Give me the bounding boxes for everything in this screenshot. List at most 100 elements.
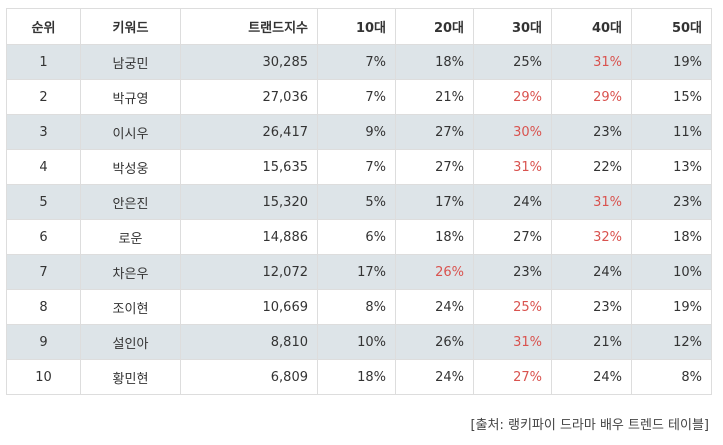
cell-age-40: 24%: [551, 359, 632, 395]
cell-keyword: 박규영: [80, 79, 181, 115]
cell-rank: 4: [6, 149, 81, 185]
cell-keyword: 차은우: [80, 254, 181, 290]
cell-rank: 3: [6, 114, 81, 150]
header-rank: 순위: [6, 8, 81, 45]
cell-keyword: 조이현: [80, 289, 181, 325]
header-age-50: 50대: [631, 8, 712, 45]
cell-age-20: 27%: [395, 114, 474, 150]
cell-age-50: 19%: [631, 44, 712, 80]
trend-table: 순위 키워드 트랜드지수 10대 20대 30대 40대 50대 1 남궁민 3…: [6, 8, 712, 395]
cell-age-50: 15%: [631, 79, 712, 115]
cell-trend-index: 6,809: [180, 359, 318, 395]
cell-rank: 9: [6, 324, 81, 360]
cell-age-10: 7%: [317, 79, 396, 115]
cell-trend-index: 15,635: [180, 149, 318, 185]
cell-age-10: 18%: [317, 359, 396, 395]
cell-age-40: 29%: [551, 79, 632, 115]
cell-keyword: 박성웅: [80, 149, 181, 185]
cell-trend-index: 26,417: [180, 114, 318, 150]
cell-rank: 7: [6, 254, 81, 290]
cell-age-40: 31%: [551, 184, 632, 220]
cell-trend-index: 14,886: [180, 219, 318, 255]
cell-age-10: 9%: [317, 114, 396, 150]
cell-age-50: 13%: [631, 149, 712, 185]
cell-trend-index: 30,285: [180, 44, 318, 80]
cell-age-20: 27%: [395, 149, 474, 185]
cell-keyword: 로운: [80, 219, 181, 255]
cell-keyword: 안은진: [80, 184, 181, 220]
table-row: 6 로운 14,886 6% 18% 27% 32% 18%: [6, 219, 712, 255]
header-row: 순위 키워드 트랜드지수 10대 20대 30대 40대 50대: [6, 8, 712, 45]
cell-age-30: 29%: [473, 79, 552, 115]
cell-age-10: 17%: [317, 254, 396, 290]
cell-age-20: 18%: [395, 219, 474, 255]
table-row: 10 황민현 6,809 18% 24% 27% 24% 8%: [6, 359, 712, 395]
table-row: 4 박성웅 15,635 7% 27% 31% 22% 13%: [6, 149, 712, 185]
cell-age-30: 31%: [473, 149, 552, 185]
cell-age-30: 25%: [473, 44, 552, 80]
cell-rank: 8: [6, 289, 81, 325]
cell-trend-index: 27,036: [180, 79, 318, 115]
cell-age-20: 24%: [395, 289, 474, 325]
cell-age-30: 25%: [473, 289, 552, 325]
cell-keyword: 남궁민: [80, 44, 181, 80]
header-age-10: 10대: [317, 8, 396, 45]
cell-age-40: 21%: [551, 324, 632, 360]
cell-trend-index: 15,320: [180, 184, 318, 220]
cell-age-40: 23%: [551, 289, 632, 325]
table-row: 8 조이현 10,669 8% 24% 25% 23% 19%: [6, 289, 712, 325]
cell-age-50: 23%: [631, 184, 712, 220]
cell-age-40: 24%: [551, 254, 632, 290]
table-row: 2 박규영 27,036 7% 21% 29% 29% 15%: [6, 79, 712, 115]
cell-age-40: 23%: [551, 114, 632, 150]
cell-age-50: 10%: [631, 254, 712, 290]
cell-trend-index: 12,072: [180, 254, 318, 290]
cell-age-10: 7%: [317, 44, 396, 80]
cell-age-40: 22%: [551, 149, 632, 185]
cell-age-30: 23%: [473, 254, 552, 290]
cell-age-30: 27%: [473, 219, 552, 255]
cell-age-50: 19%: [631, 289, 712, 325]
cell-age-30: 31%: [473, 324, 552, 360]
table-row: 9 설인아 8,810 10% 26% 31% 21% 12%: [6, 324, 712, 360]
cell-age-50: 8%: [631, 359, 712, 395]
cell-age-30: 30%: [473, 114, 552, 150]
table-row: 1 남궁민 30,285 7% 18% 25% 31% 19%: [6, 44, 712, 80]
source-caption: [출처: 랭키파이 드라마 배우 트렌드 테이블]: [470, 418, 709, 433]
cell-age-20: 24%: [395, 359, 474, 395]
header-age-40: 40대: [551, 8, 632, 45]
cell-keyword: 이시우: [80, 114, 181, 150]
table-row: 3 이시우 26,417 9% 27% 30% 23% 11%: [6, 114, 712, 150]
cell-rank: 6: [6, 219, 81, 255]
cell-age-40: 31%: [551, 44, 632, 80]
cell-age-10: 5%: [317, 184, 396, 220]
cell-rank: 5: [6, 184, 81, 220]
cell-age-50: 12%: [631, 324, 712, 360]
cell-age-10: 7%: [317, 149, 396, 185]
cell-age-10: 6%: [317, 219, 396, 255]
cell-keyword: 황민현: [80, 359, 181, 395]
cell-age-20: 21%: [395, 79, 474, 115]
cell-age-10: 8%: [317, 289, 396, 325]
cell-age-30: 24%: [473, 184, 552, 220]
header-trend-index: 트랜드지수: [180, 8, 318, 45]
cell-age-50: 11%: [631, 114, 712, 150]
table-body: 1 남궁민 30,285 7% 18% 25% 31% 19% 2 박규영 27…: [6, 44, 712, 395]
cell-age-10: 10%: [317, 324, 396, 360]
cell-rank: 2: [6, 79, 81, 115]
cell-keyword: 설인아: [80, 324, 181, 360]
cell-age-50: 18%: [631, 219, 712, 255]
trend-table-container: 순위 키워드 트랜드지수 10대 20대 30대 40대 50대 1 남궁민 3…: [6, 8, 712, 395]
cell-age-30: 27%: [473, 359, 552, 395]
cell-age-20: 18%: [395, 44, 474, 80]
cell-age-40: 32%: [551, 219, 632, 255]
cell-age-20: 26%: [395, 324, 474, 360]
table-row: 5 안은진 15,320 5% 17% 24% 31% 23%: [6, 184, 712, 220]
table-header: 순위 키워드 트랜드지수 10대 20대 30대 40대 50대: [6, 8, 712, 45]
cell-rank: 1: [6, 44, 81, 80]
header-age-30: 30대: [473, 8, 552, 45]
cell-age-20: 26%: [395, 254, 474, 290]
header-keyword: 키워드: [80, 8, 181, 45]
cell-age-20: 17%: [395, 184, 474, 220]
header-age-20: 20대: [395, 8, 474, 45]
